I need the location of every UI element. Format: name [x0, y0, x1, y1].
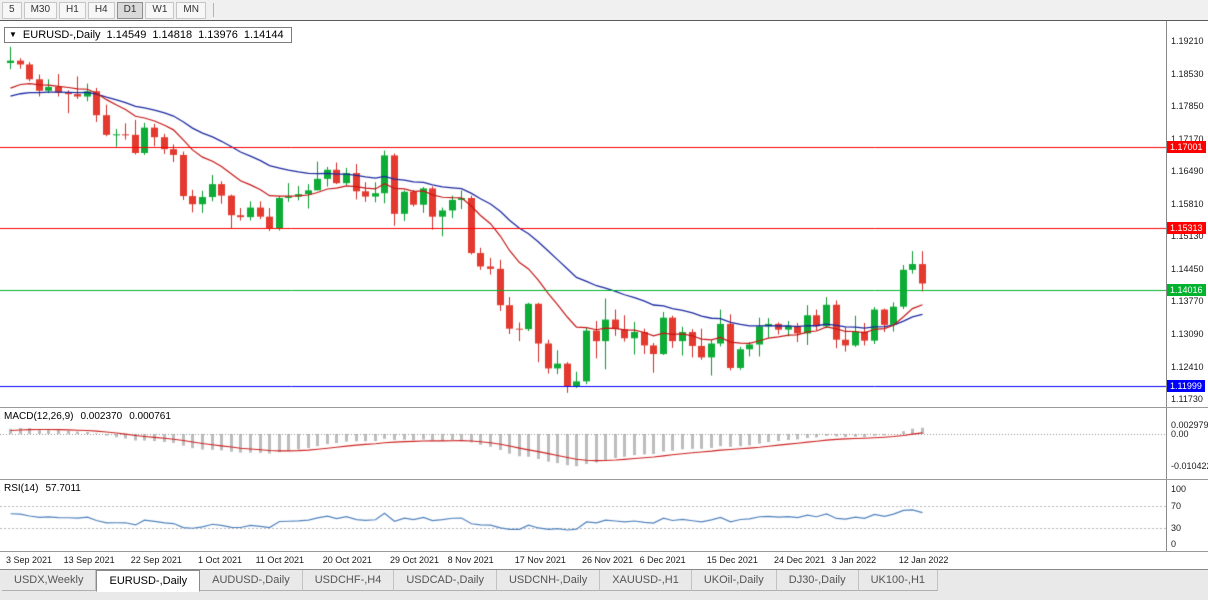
hline-price-badge[interactable]: 1.11999 [1167, 380, 1205, 393]
chart-window: ▼ EURUSD-,Daily 1.14549 1.14818 1.13976 … [0, 20, 1208, 569]
macd-main-value: 0.002370 [80, 411, 123, 422]
timeframe-toolbar: 5 M30 H1 H4 D1 W1 MN [0, 0, 1208, 20]
timeframe-button-mn[interactable]: MN [176, 1, 206, 19]
ohlc-close: 1.14144 [243, 29, 284, 41]
timeframe-button-d1[interactable]: D1 [116, 1, 144, 19]
chart-tab-usdchf-h4[interactable]: USDCHF-,H4 [302, 570, 395, 591]
rsi-label: RSI(14) 57.7011 [4, 483, 81, 494]
macd-label: MACD(12,26,9) 0.002370 0.000761 [4, 411, 171, 422]
chart-tab-eurusd-daily[interactable]: EURUSD-,Daily [96, 570, 201, 592]
panel-separator [0, 551, 1208, 552]
timeframe-buttons: 5 M30 H1 H4 D1 W1 MN [2, 1, 208, 19]
chart-tab-usdcnh-daily[interactable]: USDCNH-,Daily [496, 570, 601, 591]
chart-tab-uk100-h1[interactable]: UK100-,H1 [858, 570, 939, 591]
hline-price-badge[interactable]: 1.14016 [1167, 283, 1206, 296]
ohlc-high: 1.14818 [152, 29, 193, 41]
timeframe-button-m30[interactable]: M30 [23, 1, 58, 19]
macd-indicator-canvas[interactable] [0, 409, 1166, 479]
date-tick-label: 12 Jan 2022 [898, 555, 949, 565]
ohlc-open: 1.14549 [106, 29, 147, 41]
price-tick-label: 1.14450 [1171, 263, 1204, 274]
date-tick-label: 24 Dec 2021 [774, 555, 826, 565]
price-tick-label: 1.15810 [1171, 198, 1204, 209]
chart-title: ▼ EURUSD-,Daily 1.14549 1.14818 1.13976 … [4, 27, 292, 43]
chart-tabs-bar: USDX,Weekly EURUSD-,Daily AUDUSD-,Daily USD… [0, 569, 1208, 600]
ohlc-low: 1.13976 [198, 29, 238, 41]
chart-tab-dj30-daily[interactable]: DJ30-,Daily [776, 570, 859, 591]
macd-axis-label: 0.002979 [1171, 419, 1208, 430]
price-tick-label: 1.13090 [1171, 328, 1204, 339]
macd-signal-value: 0.000761 [129, 411, 171, 422]
timeframe-button-h1[interactable]: H1 [59, 1, 86, 19]
rsi-axis-label: 70 [1171, 500, 1182, 511]
timeframe-button-h4[interactable]: H4 [87, 1, 115, 19]
price-tick-label: 1.15130 [1171, 231, 1204, 242]
date-tick-label: 6 Dec 2021 [639, 555, 686, 565]
date-tick-label: 22 Sep 2021 [130, 555, 182, 565]
macd-axis-label: -0.010422 [1171, 461, 1208, 472]
rsi-axis-label: 0 [1171, 539, 1177, 549]
rsi-name: RSI(14) [4, 483, 39, 494]
price-tick-label: 1.12410 [1171, 361, 1204, 372]
chart-tab-audusd-daily[interactable]: AUDUSD-,Daily [200, 570, 303, 591]
hline-price-badge[interactable]: 1.17001 [1167, 140, 1206, 153]
date-tick-label: 13 Sep 2021 [63, 555, 115, 565]
price-tick-label: 1.11730 [1171, 394, 1203, 405]
chart-tab-xauusd-h1[interactable]: XAUUSD-,H1 [600, 570, 692, 591]
price-tick-label: 1.18530 [1171, 68, 1204, 79]
chart-symbol-label: EURUSD-,Daily [22, 29, 101, 41]
price-chart-canvas[interactable] [0, 21, 1166, 407]
toolbar-separator [212, 3, 214, 17]
date-tick-label: 29 Oct 2021 [390, 555, 440, 565]
chart-tab-usdx-weekly[interactable]: USDX,Weekly [2, 570, 97, 591]
macd-axis-label: 0.00 [1171, 429, 1189, 439]
chart-tab-ukoil-daily[interactable]: UKOil-,Daily [691, 570, 777, 591]
price-tick-label: 1.16490 [1171, 166, 1204, 177]
rsi-axis-label: 30 [1171, 522, 1182, 533]
date-tick-label: 20 Oct 2021 [322, 555, 372, 565]
macd-name: MACD(12,26,9) [4, 411, 74, 422]
date-tick-label: 1 Oct 2021 [198, 555, 243, 565]
price-axis-border [1166, 21, 1167, 551]
hline-price-badge[interactable]: 1.15313 [1167, 221, 1206, 234]
date-tick-label: 26 Nov 2021 [582, 555, 634, 565]
rsi-axis-label: 100 [1171, 484, 1187, 494]
date-tick-label: 3 Sep 2021 [6, 555, 53, 565]
price-tick-label: 1.17170 [1171, 133, 1204, 144]
price-tick-label: 1.19210 [1171, 36, 1204, 46]
rsi-indicator-canvas[interactable] [0, 481, 1166, 551]
panel-separator[interactable] [0, 479, 1208, 480]
dropdown-arrow-icon[interactable]: ▼ [9, 30, 17, 39]
date-tick-label: 8 Nov 2021 [447, 555, 494, 565]
date-tick-label: 3 Jan 2022 [831, 555, 877, 565]
date-tick-label: 11 Oct 2021 [255, 555, 304, 565]
date-tick-label: 17 Nov 2021 [514, 555, 566, 565]
timeframe-button-w1[interactable]: W1 [145, 1, 175, 19]
date-tick-label: 15 Dec 2021 [706, 555, 758, 565]
timeframe-button-5[interactable]: 5 [2, 1, 22, 19]
time-axis[interactable]: 3 Sep 2021 13 Sep 2021 22 Sep 2021 1 Oct 20… [0, 552, 1166, 569]
price-tick-label: 1.13770 [1171, 296, 1204, 307]
price-tick-label: 1.17850 [1171, 101, 1204, 112]
rsi-value: 57.7011 [45, 483, 81, 494]
panel-separator[interactable] [0, 407, 1208, 408]
chart-tab-usdcad-daily[interactable]: USDCAD-,Daily [394, 570, 497, 591]
